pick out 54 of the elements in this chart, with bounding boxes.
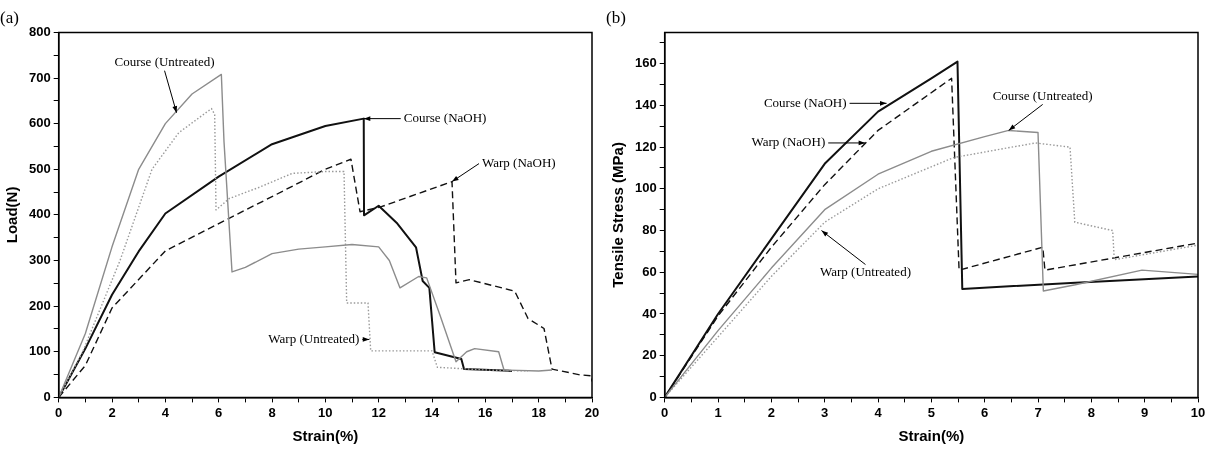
y-tick-label: 120 — [634, 138, 657, 154]
annotation: Course (Untreated) — [114, 54, 215, 70]
x-tick-label: 16 — [478, 404, 493, 420]
y-tick-label: 0 — [649, 388, 657, 404]
x-tick-label: 4 — [874, 404, 883, 420]
y-tick-label: 0 — [43, 388, 51, 404]
x-tick-label: 14 — [424, 404, 440, 420]
y-tick-label: 600 — [28, 115, 51, 131]
chart-title: (b) — [606, 7, 626, 27]
annotation: Warp (Untreated) — [819, 263, 911, 279]
x-tick-label: 8 — [1087, 404, 1095, 420]
annotation: Warp (Untreated) — [268, 330, 360, 346]
x-tick-label: 9 — [1141, 404, 1149, 420]
annotation: Course (NaOH) — [403, 110, 487, 126]
y-tick-label: 100 — [634, 180, 657, 196]
x-tick-label: 7 — [1034, 404, 1042, 420]
x-tick-label: 4 — [161, 404, 170, 420]
y-tick-label: 100 — [28, 343, 51, 359]
y-tick-label: 300 — [28, 252, 51, 268]
y-tick-label: 60 — [642, 263, 657, 279]
y-axis-title: Tensile Stress (MPa) — [609, 142, 627, 288]
x-tick-label: 8 — [268, 404, 276, 420]
y-tick-label: 20 — [642, 347, 657, 363]
x-tick-label: 12 — [371, 404, 386, 420]
y-tick-label: 700 — [28, 69, 51, 85]
x-tick-label: 10 — [1190, 404, 1206, 420]
x-axis-title: Strain(%) — [292, 427, 359, 445]
annotation: Warp (NaOH) — [482, 155, 556, 171]
x-tick-label: 18 — [531, 404, 546, 420]
y-tick-label: 80 — [642, 222, 657, 238]
x-tick-label: 6 — [981, 404, 989, 420]
x-tick-label: 5 — [927, 404, 935, 420]
y-tick-label: 40 — [642, 305, 657, 321]
y-tick-label: 800 — [28, 23, 51, 39]
y-tick-label: 140 — [634, 96, 657, 112]
x-axis-title: Strain(%) — [898, 427, 965, 445]
x-tick-label: 2 — [767, 404, 775, 420]
x-tick-label: 3 — [821, 404, 829, 420]
x-tick-label: 20 — [584, 404, 600, 420]
y-axis-title: Load(N) — [3, 186, 21, 244]
chart-title: (a) — [0, 7, 19, 27]
annotation: Course (Untreated) — [992, 87, 1093, 103]
x-tick-label: 0 — [661, 404, 669, 420]
y-tick-label: 200 — [28, 297, 51, 313]
x-tick-label: 6 — [215, 404, 223, 420]
annotation: Warp (NaOH) — [751, 134, 826, 150]
x-tick-label: 0 — [55, 404, 63, 420]
x-tick-label: 2 — [108, 404, 116, 420]
y-tick-label: 500 — [28, 160, 51, 176]
annotation: Course (NaOH) — [763, 94, 847, 110]
x-tick-label: 1 — [714, 404, 722, 420]
y-tick-label: 400 — [28, 206, 51, 222]
x-tick-label: 10 — [318, 404, 333, 420]
y-tick-label: 160 — [634, 55, 657, 71]
